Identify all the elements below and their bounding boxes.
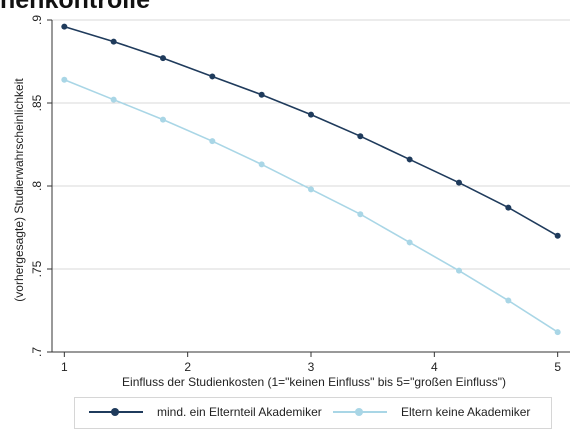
data-point [160,116,166,123]
axes: .7 .75 .8 .85 .9 1 2 3 4 5 [30,15,570,374]
data-point [61,76,68,83]
x-tick-label: 4 [431,360,438,374]
data-point [406,156,413,163]
y-tick-label: .85 [30,94,44,111]
data-point [505,297,512,304]
data-point [308,111,314,118]
data-point [258,161,265,168]
y-tick-label: .75 [30,260,44,277]
data-point [160,55,166,62]
legend-label-series-2: Eltern keine Akademiker [401,405,531,419]
series-line-1 [64,25,559,237]
x-tick-label: 1 [61,360,68,374]
y-axis-label: (vorhergesagte) Studierwahrscheinlichkei… [12,78,26,302]
data-point [406,239,413,246]
data-point [61,23,68,30]
data-point [456,267,462,274]
series [61,23,561,336]
legend: mind. ein Elternteil Akademiker Eltern k… [74,397,552,429]
legend-item-series-2: Eltern keine Akademiker [333,405,530,419]
data-point [554,329,561,336]
data-point [308,186,314,193]
x-tick-label: 3 [308,360,315,374]
data-point [357,133,364,140]
y-tick-label: .8 [30,181,44,191]
data-point [209,138,216,145]
data-point [110,96,117,103]
legend-marker-series-2 [355,408,363,416]
x-tick-label: 5 [554,360,561,374]
legend-label-series-1: mind. ein Elternteil Akademiker [157,405,322,419]
data-point [554,232,561,239]
y-tick-label: .7 [30,347,44,357]
x-tick-label: 2 [184,360,191,374]
data-point [258,91,265,98]
data-point [357,211,364,218]
y-tick-label: .9 [30,15,44,25]
data-point [505,204,512,211]
legend-marker-series-1 [111,408,119,416]
data-point [209,73,216,80]
data-point [110,38,117,45]
grid-lines [52,19,570,353]
legend-swatch-series-2 [333,406,387,418]
data-point [456,179,462,186]
page-heading: henkontrolle [0,0,151,14]
legend-item-series-1: mind. ein Elternteil Akademiker [89,405,322,419]
x-axis-label: Einfluss der Studienkosten (1="keinen Ei… [122,375,506,389]
legend-swatch-series-1 [89,406,143,418]
